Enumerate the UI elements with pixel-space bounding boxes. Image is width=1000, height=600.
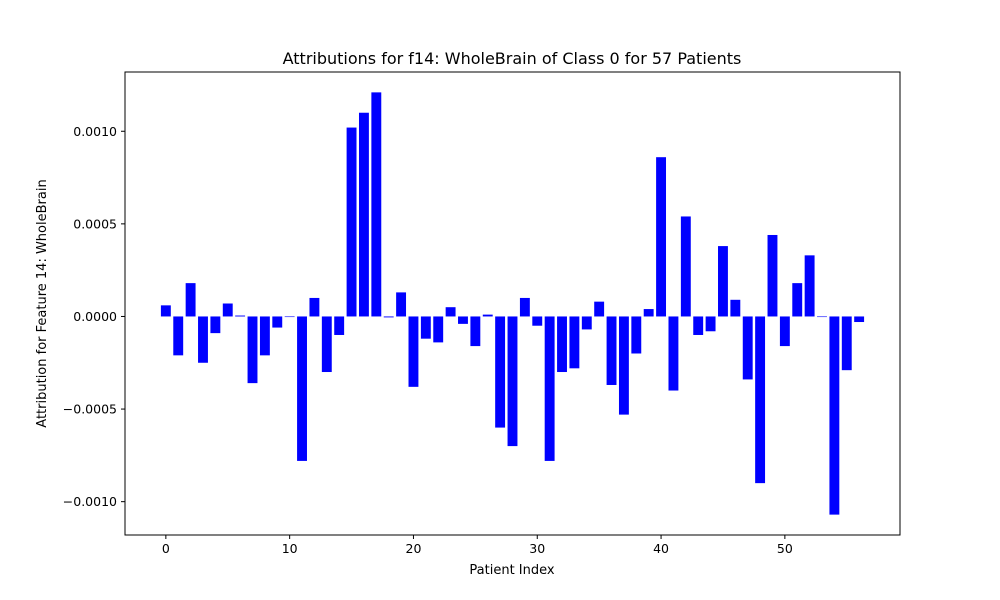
bar-patient-51 (792, 283, 803, 317)
bar-patient-4 (210, 316, 221, 334)
bars-group (160, 92, 865, 515)
bar-patient-43 (693, 316, 704, 335)
y-tick-label: 0.0010 (73, 124, 117, 139)
bar-patient-55 (841, 316, 852, 371)
bar-patient-16 (358, 112, 369, 317)
bar-patient-39 (643, 309, 654, 317)
bar-patient-10 (284, 316, 295, 318)
bar-patient-49 (767, 234, 778, 317)
bar-patient-19 (396, 292, 407, 317)
bar-patient-26 (482, 314, 493, 317)
x-axis-ticks: 0 10 20 30 40 50 (162, 535, 793, 556)
bar-patient-34 (581, 316, 592, 330)
bar-patient-29 (519, 297, 530, 317)
bar-patient-47 (742, 316, 753, 380)
bar-patient-9 (272, 316, 283, 328)
bar-patient-56 (854, 316, 865, 323)
bar-patient-2 (185, 283, 196, 317)
bar-patient-23 (445, 307, 456, 317)
bar-patient-3 (198, 316, 208, 363)
bar-patient-48 (755, 316, 766, 484)
bar-patient-30 (532, 316, 543, 326)
bar-patient-17 (371, 92, 382, 317)
bar-patient-46 (730, 299, 741, 317)
bar-patient-6 (235, 315, 246, 317)
x-tick-label: 20 (406, 541, 422, 556)
bar-patient-5 (222, 303, 233, 317)
bar-patient-53 (817, 316, 827, 318)
bar-patient-38 (631, 316, 642, 354)
y-tick-label: 0.0000 (73, 309, 117, 324)
bar-patient-22 (433, 316, 444, 343)
bar-patient-50 (779, 316, 790, 347)
bar-patient-11 (297, 316, 307, 461)
bar-patient-15 (346, 127, 357, 317)
x-tick-label: 0 (162, 541, 170, 556)
bar-patient-20 (408, 316, 419, 387)
x-tick-label: 40 (653, 541, 669, 556)
bar-patient-28 (507, 316, 518, 447)
bar-patient-32 (557, 316, 567, 373)
y-axis-label: Attribution for Feature 14: WholeBrain (35, 179, 50, 427)
bar-patient-25 (470, 316, 481, 347)
bar-patient-37 (618, 316, 629, 415)
bar-patient-8 (259, 316, 270, 356)
bar-patient-1 (173, 316, 184, 356)
bar-patient-24 (458, 316, 468, 324)
bar-patient-12 (309, 297, 320, 317)
chart-title: Attributions for f14: WholeBrain of Clas… (283, 49, 742, 68)
x-tick-label: 10 (282, 541, 298, 556)
x-tick-label: 30 (529, 541, 545, 556)
bar-patient-35 (594, 301, 605, 317)
y-tick-label: −0.0005 (63, 402, 117, 417)
bar-patient-40 (656, 157, 667, 317)
bar-patient-13 (321, 316, 332, 373)
y-axis-ticks: −0.0010 −0.0005 0.0000 0.0005 0.0010 (63, 124, 125, 509)
bar-patient-42 (680, 216, 691, 317)
bar-patient-7 (247, 316, 258, 384)
bar-patient-41 (668, 316, 679, 391)
x-tick-label: 50 (777, 541, 793, 556)
bar-patient-14 (334, 316, 345, 335)
bar-patient-33 (569, 316, 580, 369)
bar-patient-52 (804, 255, 815, 317)
y-tick-label: 0.0005 (73, 216, 117, 231)
bar-patient-18 (383, 316, 394, 318)
y-tick-label: −0.0010 (63, 494, 117, 509)
bar-patient-0 (160, 305, 171, 317)
plot-frame (124, 71, 901, 536)
bar-patient-45 (718, 246, 728, 317)
x-axis-label: Patient Index (469, 563, 554, 578)
bar-patient-54 (829, 316, 840, 515)
bar-patient-31 (544, 316, 555, 461)
bar-patient-27 (495, 316, 506, 428)
bar-patient-21 (420, 316, 431, 339)
bar-patient-44 (705, 316, 716, 332)
bar-patient-36 (606, 316, 617, 385)
